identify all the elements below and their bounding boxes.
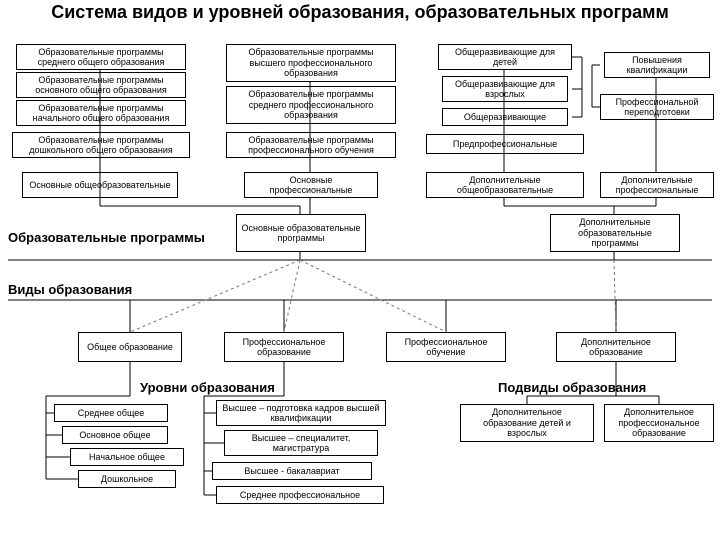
lv0: Среднее общее	[54, 404, 168, 422]
c4-0: Повышения квалификации	[604, 52, 710, 78]
c4-1: Профессиональной переподготовки	[600, 94, 714, 120]
c2-1: Образовательные программы среднего профе…	[226, 86, 396, 124]
st1: Дополнительное профессиональное образова…	[604, 404, 714, 442]
c2-2: Образовательные программы профессиональн…	[226, 132, 396, 158]
lv6: Высшее - бакалавриат	[212, 462, 372, 480]
lv4: Высшее – подготовка кадров высшей квалиф…	[216, 400, 386, 426]
c2-0: Образовательные программы высшего профес…	[226, 44, 396, 82]
t2: Профессиональное обучение	[386, 332, 506, 362]
diagram-root: Система видов и уровней образования, обр…	[0, 0, 720, 540]
c4-2: Дополнительные профессиональные	[600, 172, 714, 198]
c1-3: Образовательные программы дошкольного об…	[12, 132, 190, 158]
page-title: Система видов и уровней образования, обр…	[30, 2, 690, 23]
c3-3: Предпрофессиональные	[426, 134, 584, 154]
c2-3: Основные профессиональные	[244, 172, 378, 198]
programs-header: Образовательные программы	[8, 230, 205, 245]
c1-1: Образовательные программы основного обще…	[16, 72, 186, 98]
mid-extra: Дополнительные образовательные программы	[550, 214, 680, 252]
st0: Дополнительное образование детей и взрос…	[460, 404, 594, 442]
lv2: Начальное общее	[70, 448, 184, 466]
c1-4: Основные общеобразовательные	[22, 172, 178, 198]
c3-1: Общеразвивающие для взрослых	[442, 76, 568, 102]
c1-2: Образовательные программы начального общ…	[16, 100, 186, 126]
lv3: Дошкольное	[78, 470, 176, 488]
c3-0: Общеразвивающие для детей	[438, 44, 572, 70]
t1: Профессиональное образование	[224, 332, 344, 362]
levels-header: Уровни образования	[140, 380, 275, 395]
t3: Дополнительное образование	[556, 332, 676, 362]
subtypes-header: Подвиды образования	[498, 380, 646, 395]
t0: Общее образование	[78, 332, 182, 362]
lv1: Основное общее	[62, 426, 168, 444]
types-header: Виды образования	[8, 282, 132, 297]
mid-main: Основные образовательные программы	[236, 214, 366, 252]
c1-0: Образовательные программы среднего общег…	[16, 44, 186, 70]
c3-2: Общеразвивающие	[442, 108, 568, 126]
c3-4: Дополнительные общеобразовательные	[426, 172, 584, 198]
lv7: Среднее профессиональное	[216, 486, 384, 504]
lv5: Высшее – специалитет, магистратура	[224, 430, 378, 456]
